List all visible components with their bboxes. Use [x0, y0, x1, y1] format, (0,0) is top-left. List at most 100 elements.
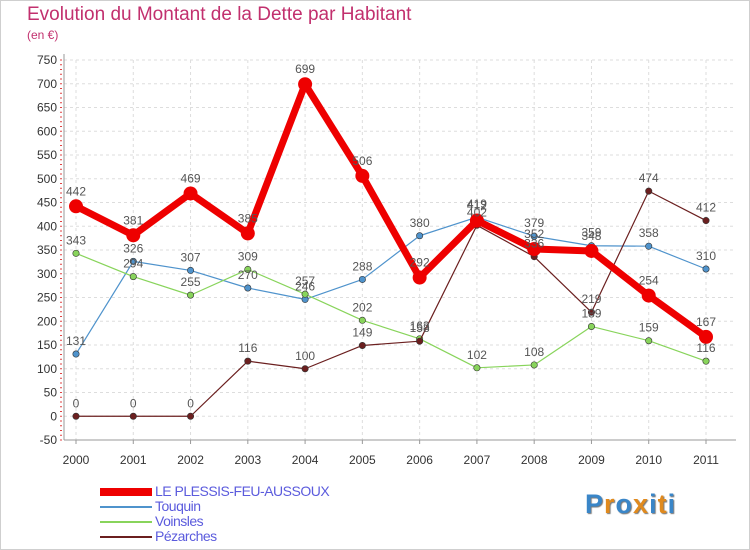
- y-tick-label: 650: [37, 101, 57, 115]
- data-point: [183, 186, 198, 201]
- data-label: 254: [639, 274, 659, 288]
- data-label: 294: [123, 257, 143, 271]
- data-point: [702, 357, 710, 365]
- data-label: 108: [524, 345, 544, 359]
- data-label: 310: [696, 249, 716, 263]
- y-tick-label: 600: [37, 124, 57, 138]
- data-point: [473, 364, 481, 372]
- series-line-0: [72, 80, 710, 341]
- data-point: [358, 316, 366, 324]
- data-point: [358, 341, 366, 349]
- data-point: [587, 322, 595, 330]
- x-tick-label: 2009: [578, 453, 605, 467]
- y-tick-label: 700: [37, 77, 57, 91]
- data-point: [416, 337, 424, 345]
- data-label: 257: [295, 274, 315, 288]
- data-point: [358, 275, 366, 283]
- data-label: 348: [581, 229, 601, 243]
- data-label: 336: [524, 237, 544, 251]
- legend-swatch: [100, 536, 152, 538]
- data-point: [72, 249, 80, 257]
- x-tick-label: 2001: [120, 453, 147, 467]
- data-label: 442: [66, 184, 86, 198]
- x-tick-label: 2000: [63, 453, 90, 467]
- proxiti-logo: Proxiti: [585, 489, 677, 519]
- data-point: [298, 77, 313, 92]
- data-label: 343: [66, 233, 86, 247]
- y-tick-label: 400: [37, 219, 57, 233]
- data-label: 307: [181, 250, 201, 264]
- legend-label: Voinsles: [155, 513, 204, 529]
- y-tick-label: 100: [37, 362, 57, 376]
- data-label: 149: [352, 325, 372, 339]
- data-point: [469, 213, 484, 228]
- data-point: [530, 232, 538, 240]
- data-label: 246: [295, 279, 315, 293]
- data-point: [412, 270, 427, 285]
- data-label: 158: [410, 321, 430, 335]
- y-tick-label: 550: [37, 148, 57, 162]
- legend-label: Pézarches: [155, 528, 217, 544]
- series-line-1: [75, 216, 707, 355]
- y-tick-label: 500: [37, 172, 57, 186]
- data-label: 380: [410, 216, 430, 230]
- data-label: 352: [524, 227, 544, 241]
- x-tick-label: 2006: [406, 453, 433, 467]
- x-tick-label: 2008: [521, 453, 548, 467]
- data-label: 102: [467, 348, 487, 362]
- data-point: [244, 265, 252, 273]
- x-tick-label: 2011: [693, 453, 719, 467]
- data-point: [702, 265, 710, 273]
- data-point: [72, 350, 80, 358]
- data-label: 270: [238, 268, 258, 282]
- data-point: [126, 228, 141, 243]
- data-label: 0: [130, 396, 137, 410]
- y-tick-label: 0: [50, 409, 57, 423]
- data-label: 116: [696, 341, 715, 355]
- chart-subtitle: (en €): [27, 28, 59, 42]
- y-tick-label: 150: [37, 338, 57, 352]
- data-point: [641, 288, 656, 303]
- legend-label: LE PLESSIS-FEU-AUSSOUX: [155, 483, 330, 499]
- data-point: [527, 242, 542, 257]
- data-label: 385: [238, 211, 258, 225]
- data-point: [69, 199, 83, 214]
- data-point: [187, 291, 195, 299]
- x-tick-label: 2003: [234, 453, 261, 467]
- y-tick-label: 300: [37, 267, 57, 281]
- data-label: 309: [238, 249, 258, 263]
- x-tick-label: 2002: [177, 453, 204, 467]
- data-point: [129, 273, 137, 281]
- data-label: 412: [696, 201, 716, 215]
- y-tick-label: 200: [37, 314, 57, 328]
- data-point: [587, 308, 595, 316]
- data-label: 167: [696, 315, 716, 329]
- data-label: 0: [187, 396, 194, 410]
- data-point: [645, 187, 653, 195]
- data-point: [301, 290, 309, 298]
- legend-swatch: [100, 488, 152, 496]
- data-label: 131: [66, 334, 86, 348]
- series-line-3: [75, 190, 707, 417]
- y-tick-label: -50: [40, 433, 58, 447]
- y-tick-label: 250: [37, 291, 57, 305]
- data-label: 402: [467, 205, 487, 219]
- data-point: [301, 365, 309, 373]
- data-label: 288: [352, 259, 372, 273]
- data-label: 202: [352, 300, 372, 314]
- data-label: 412: [467, 199, 487, 213]
- data-label: 159: [639, 321, 659, 335]
- series-line-2: [75, 252, 707, 369]
- data-point: [129, 257, 137, 265]
- data-point: [129, 412, 137, 420]
- data-label: 474: [639, 171, 659, 185]
- data-label: 292: [410, 256, 430, 270]
- data-label: 419: [467, 197, 487, 211]
- data-point: [244, 357, 252, 365]
- data-point: [645, 242, 653, 250]
- x-tick-label: 2004: [292, 453, 319, 467]
- x-tick-label: 2005: [349, 453, 376, 467]
- legend-label: Touquin: [155, 498, 201, 514]
- legend-swatch: [100, 521, 152, 523]
